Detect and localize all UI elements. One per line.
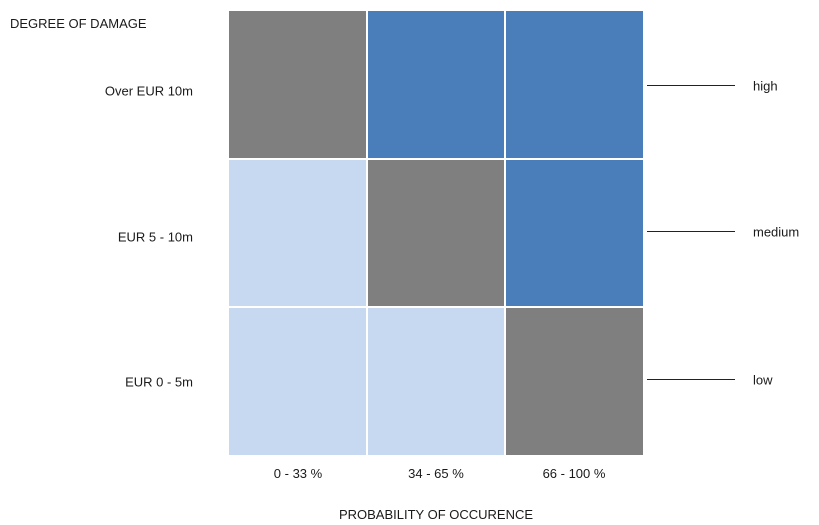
level-label-medium: medium — [753, 224, 800, 240]
cell-r1-c0 — [229, 159, 366, 307]
level-label-high: high — [753, 78, 778, 94]
row-label-low-damage: EUR 0 - 5m — [125, 374, 193, 390]
cell-r2-c2 — [506, 308, 643, 455]
cell-r0-c1 — [367, 11, 505, 158]
column-label-high-probability: 66 - 100 % — [542, 466, 606, 481]
column-label-low-probability: 0 - 33 % — [273, 466, 323, 481]
cell-r2-c1 — [367, 308, 505, 455]
level-label-low: low — [753, 372, 773, 388]
x-axis-title: PROBABILITY OF OCCURENCE — [338, 507, 534, 522]
cell-r0-c2 — [506, 11, 643, 158]
column-label-medium-probability: 34 - 65 % — [408, 466, 464, 481]
row-label-high-damage: Over EUR 10m — [104, 83, 193, 99]
level-line-high — [647, 85, 735, 86]
cell-r0-c0 — [229, 11, 366, 158]
cell-r1-c2 — [506, 159, 643, 307]
level-line-low — [647, 379, 735, 380]
y-axis-title: DEGREE OF DAMAGE — [10, 16, 147, 31]
risk-matrix — [229, 11, 643, 455]
level-line-medium — [647, 231, 735, 232]
cell-r2-c0 — [229, 308, 366, 455]
row-label-medium-damage: EUR 5 - 10m — [117, 229, 193, 245]
cell-r1-c1 — [367, 159, 505, 307]
